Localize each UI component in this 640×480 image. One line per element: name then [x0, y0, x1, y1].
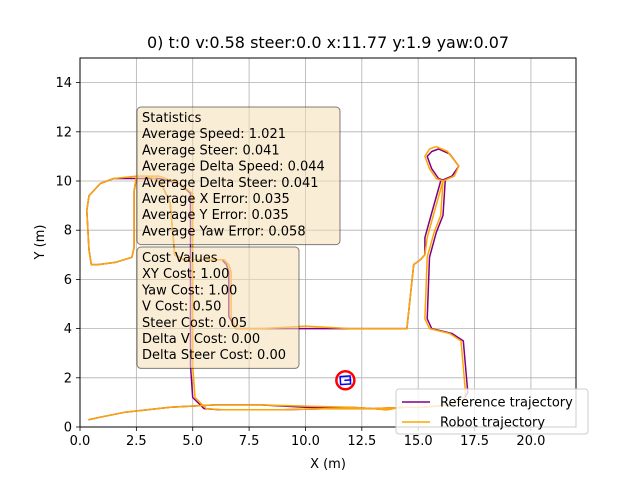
- x-tick-label: 2.5: [126, 434, 147, 449]
- chart-title: 0) t:0 v:0.58 steer:0.0 x:11.77 y:1.9 ya…: [147, 33, 509, 52]
- y-axis-ticks: 0 2 4 6 8 10 12 14: [55, 76, 80, 436]
- x-tick-label: 5.0: [182, 434, 203, 449]
- cost-values-line: XY Cost: 1.00: [142, 267, 229, 282]
- robot-circle: [335, 370, 356, 391]
- statistics-line: Average X Error: 0.035: [142, 192, 290, 207]
- x-tick-label: 7.5: [239, 434, 260, 449]
- x-tick-label: 15.0: [404, 434, 433, 449]
- x-tick-label: 0.0: [70, 434, 91, 449]
- statistics-line: Average Y Error: 0.035: [142, 208, 289, 223]
- cost-values-line: V Cost: 0.50: [142, 300, 221, 315]
- statistics-line: Average Steer: 0.041: [142, 143, 280, 158]
- y-tick-label: 12: [55, 125, 72, 140]
- statistics-line: Average Delta Speed: 0.044: [142, 160, 325, 175]
- legend-background: [395, 388, 589, 435]
- legend-label: Robot trajectory: [440, 416, 545, 431]
- y-tick-label: 2: [64, 371, 72, 386]
- robot-body: [339, 375, 352, 386]
- y-tick-label: 4: [64, 322, 72, 337]
- statistics-line: Statistics: [142, 111, 202, 126]
- cost-values-line: Delta Steer Cost: 0.00: [142, 348, 286, 363]
- cost-values-line: Yaw Cost: 1.00: [141, 283, 237, 298]
- y-tick-label: 10: [55, 175, 72, 190]
- y-axis-label: Y (m): [33, 225, 48, 261]
- x-axis-label: X (m): [310, 457, 346, 472]
- statistics-background: [136, 106, 341, 246]
- legend: Reference trajectory Robot trajectory: [395, 388, 589, 435]
- cost-values-line: Steer Cost: 0.05: [142, 316, 247, 331]
- statistics-line: Average Yaw Error: 0.058: [142, 224, 306, 239]
- x-tick-label: 12.5: [347, 434, 376, 449]
- cost-values-background: [136, 246, 300, 369]
- x-tick-label: 17.5: [460, 434, 489, 449]
- x-tick-label: 10.0: [291, 434, 320, 449]
- statistics-line: Average Delta Steer: 0.041: [142, 176, 319, 191]
- y-tick-label: 8: [64, 224, 72, 239]
- y-tick-label: 14: [55, 76, 72, 91]
- cost-values-line: Delta V Cost: 0.00: [142, 332, 260, 347]
- legend-label: Reference trajectory: [440, 396, 573, 411]
- plot-frame: [79, 57, 577, 428]
- cost-values-line: Cost Values: [142, 251, 218, 266]
- statistics-line: Average Speed: 1.021: [142, 127, 286, 142]
- y-tick-label: 0: [64, 421, 72, 436]
- robot-marker: [335, 370, 356, 391]
- x-axis-ticks: 0.0 2.5 5.0 7.5 10.0 12.5 15.0 17.5 20.0: [70, 427, 545, 449]
- y-tick-label: 6: [64, 273, 72, 288]
- x-tick-label: 20.0: [516, 434, 545, 449]
